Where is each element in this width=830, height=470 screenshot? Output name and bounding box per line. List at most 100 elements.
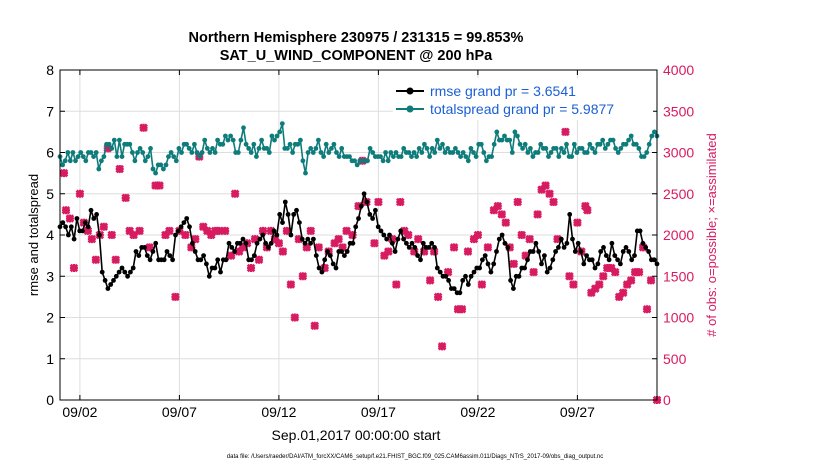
spread-point-217 [618,146,624,151]
rmse-point-135 [437,269,443,275]
chart-title-line1: Northern Hemisphere 230975 / 231315 = 99… [189,30,524,46]
rmse-point-123 [404,240,409,246]
spread-point-157 [463,154,469,160]
rmse-point-208 [643,245,649,250]
rmse-point-34 [153,240,159,246]
spread-point-5 [70,150,76,155]
spread-point-29 [132,158,138,164]
rmse-point-153 [488,269,494,275]
x-tick-label-1: 09/07 [162,404,197,420]
spread-point-8 [78,150,84,155]
rmse-point-179 [561,245,567,250]
rmse-point-168 [530,249,536,254]
spread-point-145 [432,150,438,155]
rmse-point-60 [226,240,232,246]
obs-marker-14 [115,164,124,174]
y-right-tick-label-8: 4000 [663,62,694,78]
rmse-point-30 [142,245,147,250]
rmse-point-102 [344,249,350,254]
spread-point-146 [434,137,440,143]
spread-point-16 [99,158,104,164]
rmse-point-161 [511,286,516,291]
y-axis-left-label: rmse and totalspread [26,174,41,296]
rmse-point-44 [181,220,187,226]
rmse-point-195 [606,257,612,263]
rmse-point-149 [477,265,482,271]
rmse-point-69 [251,253,257,258]
obs-marker-70 [370,238,379,248]
legend-rmse-label: rmse grand pr = 3.6541 [430,83,576,99]
spread-point-212 [605,141,611,147]
rmse-point-11 [88,207,94,213]
spread-point-12 [88,150,94,155]
rmse-point-56 [215,257,221,263]
spread-point-69 [235,150,241,155]
spread-point-105 [329,146,334,151]
obs-marker-100 [509,259,519,269]
rmse-point-22 [119,265,125,271]
rmse-point-68 [249,257,254,263]
spread-point-10 [83,158,89,164]
rmse-point-28 [136,253,142,258]
obs-marker-135 [646,276,656,285]
y-right-tick-label-7: 3500 [663,103,694,119]
rmse-point-75 [268,240,274,246]
spread-point-172 [502,133,507,139]
spread-point-142 [424,146,430,151]
obs-marker-116 [573,218,582,227]
spread-point-85 [277,129,283,135]
obs-marker-82 [425,276,435,285]
spread-point-78 [259,137,264,143]
spread-point-189 [546,154,551,160]
rmse-point-64 [237,240,243,246]
rmse-point-73 [263,240,268,246]
rmse-point-14 [97,232,102,238]
obs-marker-15 [121,193,130,203]
obs-marker-73 [384,247,393,256]
rmse-point-156 [496,236,502,242]
spread-point-72 [243,141,249,147]
rmse-point-211 [651,257,657,263]
data-file-footer: data file: /Users/raeder/DAI/ATM_forcXX/… [227,454,603,460]
y-right-tick-label-3: 1500 [663,268,694,284]
spread-point-52 [192,141,197,147]
obs-marker-52 [286,280,296,289]
x-tick-label-3: 09/17 [361,404,396,420]
obs-marker-85 [437,342,447,351]
spread-point-97 [308,146,314,151]
spread-point-221 [628,133,634,139]
rmse-point-177 [556,245,561,250]
chart-title-line2: SAT_U_WIND_COMPONENT @ 200 hPa [220,48,493,64]
spread-point-154 [455,150,461,155]
spread-point-66 [228,133,234,139]
obs-marker-94 [483,243,493,252]
spread-point-83 [272,137,277,143]
y-left-tick-label-3: 3 [46,268,54,284]
obs-marker-63 [334,234,343,244]
spread-point-128 [388,150,394,155]
rmse-point-16 [102,278,108,283]
rmse-point-33 [150,249,156,254]
obs-marker-80 [413,234,423,244]
spread-point-57 [204,146,210,151]
spread-point-61 [215,137,221,143]
rmse-point-46 [187,224,192,230]
rmse-point-94 [322,257,328,263]
rmse-point-209 [646,249,651,254]
spread-point-210 [600,137,606,143]
rmse-point-116 [384,236,390,242]
rmse-point-112 [373,207,378,213]
obs-marker-12 [107,230,117,240]
obs-marker-25 [171,292,180,302]
rmse-point-173 [544,269,550,275]
obs-marker-54 [294,234,304,244]
spread-point-171 [499,137,505,143]
rmse-point-189 [589,257,595,263]
rmse-point-43 [178,224,184,230]
spread-point-219 [623,141,629,147]
obs-marker-36 [220,226,230,236]
rmse-point-12 [91,216,97,221]
spread-point-76 [254,154,259,160]
spread-point-152 [450,150,456,155]
obs-marker-105 [529,267,538,277]
